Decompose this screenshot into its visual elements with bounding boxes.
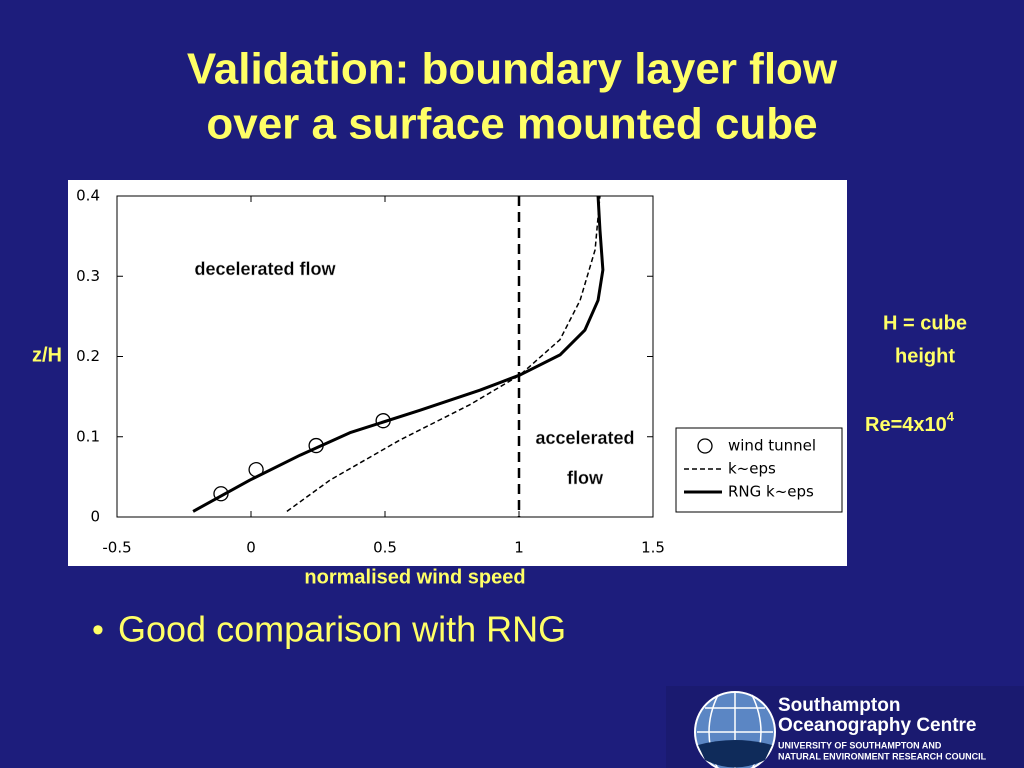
x-tick-label: -0.5 (102, 539, 131, 557)
title-line: over a surface mounted cube (206, 100, 817, 149)
bullet-text: Good comparison with RNG (118, 609, 566, 650)
legend-label: k~eps (728, 460, 776, 478)
axis-label: z/H (32, 344, 62, 366)
reynolds-text: Re=4x10 (865, 414, 947, 436)
data-line (286, 195, 601, 512)
axis-label: normalised wind speed (304, 566, 525, 588)
annotation: flow (567, 468, 604, 488)
logo-sea (698, 740, 772, 768)
logo-name: Oceanography Centre (778, 715, 977, 736)
y-tick-label: 0.4 (76, 187, 100, 205)
annotation: decelerated flow (194, 259, 336, 279)
reynolds-superscript: 4 (947, 409, 955, 424)
x-tick-label: 0 (246, 539, 256, 557)
y-tick-label: 0.1 (76, 427, 100, 445)
legend-symbol (697, 438, 713, 454)
data-line (192, 195, 605, 513)
bullet-marker: • (92, 611, 104, 649)
reynolds-note: Re=4x104 (865, 409, 955, 436)
side-note: height (895, 345, 955, 367)
legend-box (675, 427, 843, 513)
x-tick-label: 1 (514, 539, 524, 557)
x-tick-label: 0.5 (373, 539, 397, 557)
logo-name: Southampton (778, 695, 900, 716)
annotation: accelerated (535, 428, 634, 448)
logo-subtitle: NATURAL ENVIRONMENT RESEARCH COUNCIL (778, 751, 987, 761)
title-line: Validation: boundary layer flow (187, 45, 838, 94)
legend-label: wind tunnel (728, 437, 816, 455)
legend-label: RNG k~eps (728, 483, 814, 501)
y-tick-label: 0.2 (76, 347, 100, 365)
x-tick-label: 1.5 (641, 539, 665, 557)
y-tick-label: 0 (90, 508, 100, 526)
logo-subtitle: UNIVERSITY OF SOUTHAMPTON AND (778, 740, 942, 750)
side-note: H = cube (883, 312, 967, 334)
y-tick-label: 0.3 (76, 267, 100, 285)
